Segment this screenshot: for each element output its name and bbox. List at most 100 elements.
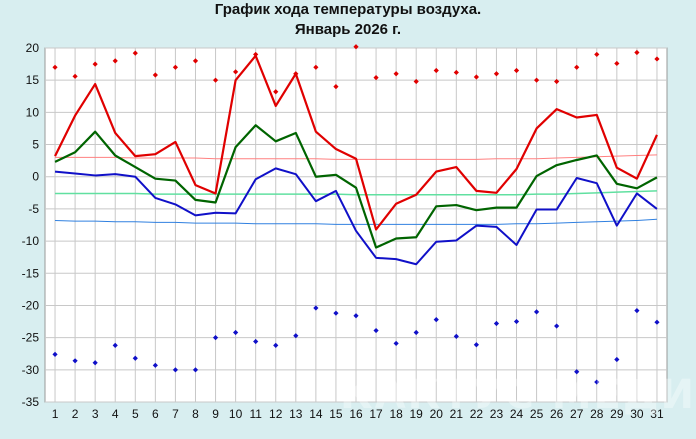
x-tick-label: 6 [152,407,159,421]
data-point-abs-max [132,50,138,56]
data-point-abs-min [152,362,158,368]
x-tick-label: 25 [530,407,544,421]
x-tick-label: 30 [630,407,644,421]
data-point-abs-min [433,317,439,323]
data-point-abs-min [253,338,259,345]
x-tick-label: 19 [410,407,424,421]
series-layer [52,44,660,385]
data-point-abs-max [413,78,419,85]
data-point-abs-max [212,77,219,83]
x-tick-label: 14 [309,407,323,421]
data-point-abs-min [72,358,78,364]
data-point-abs-max [373,75,379,81]
data-point-abs-max [634,49,640,56]
x-tick-label: 12 [269,407,283,421]
chart-subtitle: Январь 2026 г. [294,21,402,38]
series-min [54,167,658,266]
data-point-abs-min [313,305,319,311]
data-point-abs-min [112,342,118,348]
data-point-abs-max [654,56,660,62]
data-point-abs-max [92,61,98,67]
data-point-abs-min [393,340,399,347]
data-point-abs-min [192,367,199,373]
data-point-abs-min [473,342,479,348]
data-point-abs-max [253,51,259,58]
data-point-abs-max [293,71,299,77]
x-tick-label: 2 [72,407,79,421]
data-point-abs-min [52,351,58,357]
y-tick-label: -20 [22,298,40,312]
series-abs-max [52,44,660,95]
x-tick-label: 9 [212,407,219,421]
data-point-abs-max [152,72,158,78]
x-tick-label: 11 [249,407,262,421]
chart-title: График хода температуры воздуха. [214,1,482,18]
series-max [54,54,658,231]
y-tick-label: 20 [26,41,40,55]
series-line-norm-min [55,218,657,225]
series-line-min [54,167,658,266]
y-tick-label: -15 [22,266,40,280]
data-point-abs-max [192,58,199,64]
data-point-abs-min [293,333,299,339]
data-point-abs-min [373,327,379,334]
data-point-abs-min [233,329,239,336]
x-tick-label: 5 [132,407,139,421]
y-tick-label: 5 [32,138,39,152]
data-point-abs-min [212,335,219,341]
data-point-abs-max [533,77,540,83]
x-tick-label: 27 [570,407,584,421]
x-tick-label: 28 [590,407,604,421]
x-tick-label: 29 [610,407,624,421]
data-point-abs-max [594,51,600,58]
data-point-abs-min [493,320,500,327]
series-norm-mean [55,190,657,196]
x-tick-label: 1 [52,407,59,421]
data-point-abs-min [353,313,359,319]
data-point-abs-min [594,379,600,385]
data-point-abs-max [513,67,520,74]
x-tick-label: 21 [450,407,464,421]
series-line-max [54,54,658,231]
data-point-abs-max [333,84,339,90]
data-point-abs-min [413,329,419,336]
data-point-abs-min [654,319,660,325]
data-point-abs-max [273,89,279,95]
y-tick-label: -30 [22,363,40,377]
data-point-abs-max [473,74,479,80]
y-tick-label: -35 [22,395,40,409]
data-point-abs-min [614,356,620,363]
data-point-abs-max [353,44,359,50]
data-point-abs-max [52,64,58,70]
data-point-abs-min [574,369,580,375]
data-point-abs-min [513,318,520,325]
grid [45,47,667,403]
y-tick-label: -5 [28,202,39,216]
data-point-abs-max [614,60,620,67]
x-tick-label: 24 [510,407,524,421]
data-point-abs-min [453,333,459,339]
series-norm-min [55,218,657,225]
y-tick-label: -25 [22,331,40,345]
data-point-abs-min [273,342,279,348]
data-point-abs-max [72,73,78,79]
x-tick-label: 4 [112,407,119,421]
y-tick-label: 15 [26,73,40,87]
series-abs-min [52,305,660,385]
data-point-abs-max [433,67,439,74]
x-tick-label: 16 [349,407,363,421]
x-tick-label: 8 [192,407,199,421]
y-tick-label: 0 [32,170,39,184]
data-point-abs-max [554,78,560,85]
data-point-abs-max [172,64,179,70]
x-tick-label: 3 [92,407,99,421]
data-point-abs-min [172,367,179,373]
x-tick-label: 10 [229,407,243,421]
series-mean [54,124,658,249]
data-point-abs-min [92,360,98,366]
x-tick-label: 7 [172,407,179,421]
data-point-abs-min [132,355,138,361]
